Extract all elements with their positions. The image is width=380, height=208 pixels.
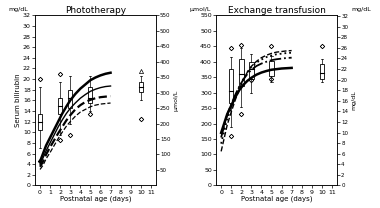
Title: Phototherapy: Phototherapy [65, 6, 126, 15]
Title: Exchange transfusion: Exchange transfusion [228, 6, 325, 15]
Text: mg/dL: mg/dL [351, 7, 371, 12]
Y-axis label: Serum bilirubin: Serum bilirubin [16, 74, 21, 127]
Bar [249, 62, 253, 79]
Bar [58, 98, 62, 114]
Bar [68, 90, 72, 108]
Text: μmol/L: μmol/L [190, 7, 211, 12]
Bar [229, 69, 233, 103]
Y-axis label: μmol/L: μmol/L [173, 90, 178, 111]
Bar [38, 114, 42, 130]
Y-axis label: mg/dL: mg/dL [351, 90, 356, 110]
Text: mg/dL: mg/dL [8, 7, 28, 12]
Bar [139, 82, 142, 92]
X-axis label: Postnatal age (days): Postnatal age (days) [241, 196, 312, 202]
X-axis label: Postnatal age (days): Postnatal age (days) [60, 196, 131, 202]
Bar [89, 87, 92, 103]
Bar [269, 61, 274, 76]
Bar [239, 59, 244, 87]
Bar [320, 64, 324, 79]
